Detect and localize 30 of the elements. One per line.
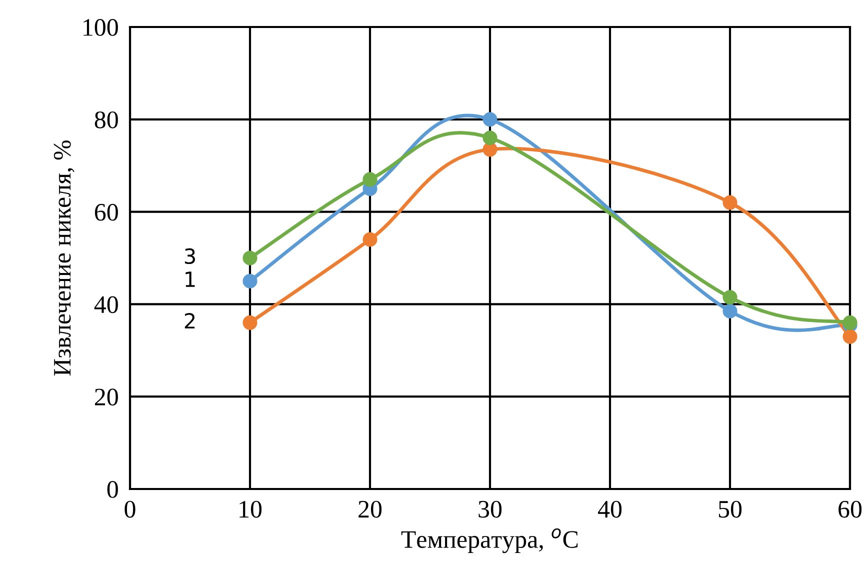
x-tick-label: 10 <box>240 500 262 518</box>
text: 1 <box>186 272 195 287</box>
point <box>482 112 498 127</box>
text: 3 <box>184 248 195 264</box>
point <box>242 250 258 266</box>
point <box>842 315 858 330</box>
x-tick-label: 60 <box>838 500 862 518</box>
y-tick-label: 80 <box>94 111 118 128</box>
x-tick-label: 30 <box>478 500 502 518</box>
x-tick-label: 40 <box>598 500 622 518</box>
y-tick-label: 100 <box>84 19 118 36</box>
point <box>482 130 498 146</box>
point <box>362 232 378 247</box>
x-tick-label: 0 <box>124 500 136 518</box>
y-tick-label: 60 <box>94 204 118 221</box>
point <box>722 304 738 318</box>
point <box>722 195 738 210</box>
y-tick-label: 0 <box>107 481 118 498</box>
x-axis-title: Температура, $^{o}$C <box>401 528 578 554</box>
y-tick-label: 20 <box>94 388 118 406</box>
point <box>842 329 858 344</box>
x-tick-label: 50 <box>718 500 742 518</box>
point <box>362 172 378 187</box>
point <box>242 315 258 330</box>
y-tick-label: 40 <box>94 296 118 314</box>
text: 2 <box>184 312 195 328</box>
x-tick-label: 20 <box>358 500 382 518</box>
point <box>242 274 258 288</box>
point <box>722 290 738 305</box>
y-axis-title: Извлечение никеля, % <box>54 140 74 376</box>
